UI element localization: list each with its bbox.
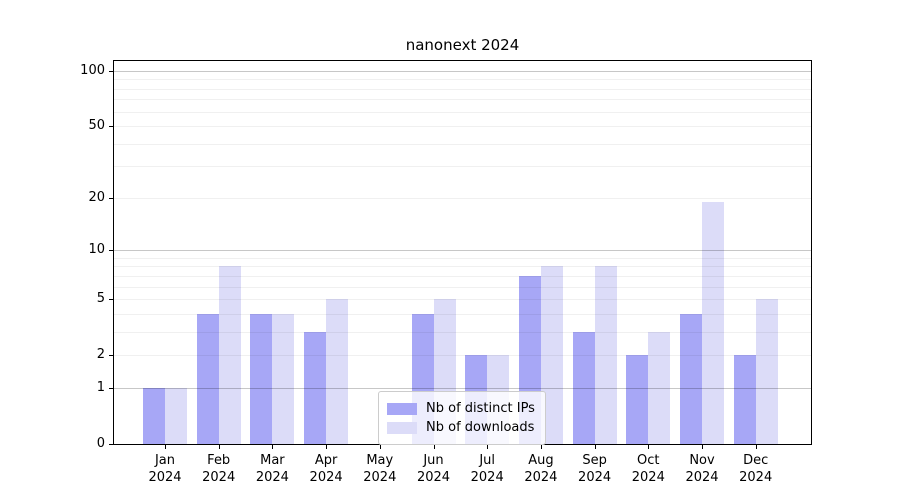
x-tick-mark	[165, 445, 166, 449]
bar-nb-of-downloads-dec	[755, 299, 778, 444]
bar-nb-of-distinct-ips-mar	[250, 313, 273, 444]
x-tick-label: Sep 2024	[578, 453, 612, 485]
x-tick-mark	[434, 445, 435, 449]
legend-label-distinct-ips: Nb of distinct IPs	[426, 401, 535, 416]
legend: Nb of distinct IPs Nb of downloads	[378, 391, 546, 445]
y-tick-mark	[109, 444, 113, 445]
x-tick-mark	[380, 445, 381, 449]
legend-item-distinct-ips: Nb of distinct IPs	[387, 400, 535, 417]
x-tick-label: Jun 2024	[416, 453, 451, 485]
y-tick-label: 0	[96, 436, 105, 451]
x-tick-label: Apr 2024	[309, 453, 343, 485]
x-tick-label: Mar 2024	[255, 453, 289, 485]
y-tick-label: 1	[96, 379, 105, 395]
bar-nb-of-downloads-nov	[702, 201, 724, 444]
bar-nb-of-downloads-oct	[648, 331, 671, 444]
legend-swatch-distinct-ips-icon	[387, 402, 417, 415]
bar-nb-of-downloads-mar	[272, 313, 295, 444]
bars-layer	[114, 61, 811, 444]
x-tick-mark	[595, 445, 596, 449]
x-tick-label: May 2024	[363, 453, 397, 485]
y-tick-label: 5	[96, 291, 105, 307]
bar-nb-of-distinct-ips-dec	[733, 355, 756, 444]
y-tick-mark	[109, 355, 113, 356]
x-tick-mark	[272, 445, 273, 449]
y-tick-label: 50	[88, 118, 105, 134]
x-tick-label: Feb 2024	[202, 453, 236, 485]
y-tick-label: 100	[80, 62, 105, 78]
y-tick-mark	[109, 71, 113, 72]
x-tick-mark	[219, 445, 220, 449]
x-tick-label: Nov 2024	[685, 453, 719, 485]
y-tick-label: 20	[88, 189, 105, 205]
x-tick-label: Jan 2024	[148, 453, 182, 485]
bar-nb-of-downloads-sep	[594, 266, 617, 444]
y-tick-mark	[109, 388, 113, 389]
x-tick-mark	[756, 445, 757, 449]
y-tick-mark	[109, 299, 113, 300]
plot-area: Nb of distinct IPs Nb of downloads	[113, 60, 812, 445]
legend-label-downloads: Nb of downloads	[426, 420, 535, 435]
y-tick-label: 10	[88, 242, 105, 258]
x-tick-mark	[702, 445, 703, 449]
y-tick-mark	[109, 198, 113, 199]
x-tick-mark	[541, 445, 542, 449]
y-tick-mark	[109, 250, 113, 251]
x-tick-label: Oct 2024	[631, 453, 665, 485]
legend-swatch-downloads-icon	[387, 421, 417, 434]
y-tick-label: 2	[96, 347, 105, 363]
bar-nb-of-downloads-aug	[540, 266, 563, 444]
x-tick-mark	[487, 445, 488, 449]
x-tick-label: Jul 2024	[470, 453, 504, 485]
x-tick-mark	[326, 445, 327, 449]
bar-nb-of-distinct-ips-oct	[626, 355, 649, 444]
y-tick-mark	[109, 126, 113, 127]
bar-nb-of-distinct-ips-nov	[680, 313, 702, 444]
bar-nb-of-distinct-ips-feb	[196, 313, 219, 444]
bar-nb-of-distinct-ips-sep	[572, 331, 595, 444]
bar-nb-of-downloads-jan	[165, 387, 187, 444]
legend-item-downloads: Nb of downloads	[387, 419, 535, 436]
chart-title: nanonext 2024	[405, 36, 520, 54]
bar-nb-of-distinct-ips-apr	[304, 331, 327, 444]
bar-nb-of-downloads-apr	[326, 299, 349, 444]
x-tick-label: Dec 2024	[739, 453, 773, 485]
bar-nb-of-downloads-feb	[218, 266, 241, 444]
x-tick-label: Aug 2024	[524, 453, 558, 485]
x-tick-mark	[648, 445, 649, 449]
bar-nb-of-distinct-ips-jan	[143, 387, 165, 444]
